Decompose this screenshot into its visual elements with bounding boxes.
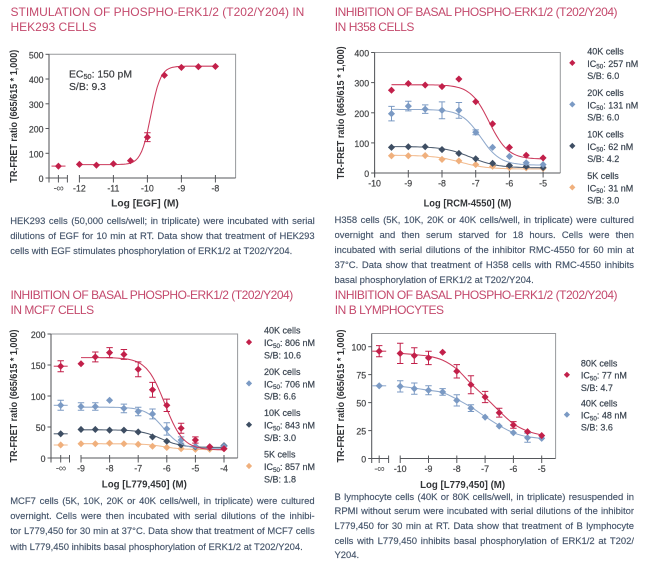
svg-text:S/B: 3.6: S/B: 3.6 (581, 423, 613, 433)
svg-text:25: 25 (356, 427, 366, 437)
svg-text:EC50: 150 pM: EC50: 150 pM (69, 69, 132, 81)
svg-text:-9: -9 (425, 464, 433, 474)
svg-text:TR-FRET ratio (665/615 * 1,000: TR-FRET ratio (665/615 * 1,000) (336, 330, 347, 463)
svg-text:400: 400 (29, 75, 44, 85)
svg-text:S/B: 3.0: S/B: 3.0 (264, 433, 296, 443)
svg-text:200: 200 (354, 109, 369, 119)
svg-text:-9: -9 (77, 463, 85, 473)
svg-text:20K cells: 20K cells (587, 88, 624, 98)
svg-text:TR-FRET ratio (665/615 * 1,000: TR-FRET ratio (665/615 * 1,000) (9, 330, 20, 463)
svg-text:150: 150 (31, 361, 46, 371)
svg-text:IC50: 62 nM: IC50: 62 nM (587, 142, 633, 154)
svg-text:TR-FRET ratio (665/615 * 1,000: TR-FRET ratio (665/615 * 1,000) (336, 46, 347, 179)
svg-text:S/B: 10.6: S/B: 10.6 (264, 350, 301, 360)
svg-text:-10: -10 (141, 183, 154, 193)
svg-text:-7: -7 (134, 463, 142, 473)
svg-text:5K cells: 5K cells (264, 450, 296, 460)
svg-text:-6: -6 (509, 464, 517, 474)
svg-text:50: 50 (36, 423, 46, 433)
svg-text:-∞: -∞ (53, 183, 63, 194)
svg-text:Log [RCM-4550] (M): Log [RCM-4550] (M) (424, 198, 512, 209)
svg-text:40K cells: 40K cells (581, 398, 618, 408)
svg-text:-5: -5 (191, 463, 199, 473)
svg-text:5K cells: 5K cells (587, 171, 619, 181)
svg-text:S/B: 4.2: S/B: 4.2 (587, 154, 619, 164)
svg-text:75: 75 (356, 371, 366, 381)
svg-text:Log [L779,450] (M): Log [L779,450] (M) (102, 479, 187, 490)
svg-text:400: 400 (354, 49, 369, 59)
svg-text:-5: -5 (539, 178, 547, 188)
svg-text:-5: -5 (538, 464, 546, 474)
svg-text:-10: -10 (368, 178, 381, 188)
svg-text:300: 300 (354, 79, 369, 89)
svg-text:-9: -9 (404, 178, 412, 188)
svg-text:0: 0 (361, 455, 366, 465)
svg-text:200: 200 (31, 330, 46, 340)
svg-text:Log [L779,450] (M): Log [L779,450] (M) (420, 480, 505, 491)
svg-text:-9: -9 (177, 183, 185, 193)
svg-text:TR-FRET ratio (665/615 * 1,000: TR-FRET ratio (665/615 * 1,000) (9, 50, 20, 183)
svg-text:IC50: 77 nM: IC50: 77 nM (581, 371, 627, 383)
svg-text:IC50: 48 nM: IC50: 48 nM (581, 411, 627, 423)
svg-text:-6: -6 (505, 178, 513, 188)
svg-text:-12: -12 (73, 183, 86, 193)
svg-text:S/B: 9.3: S/B: 9.3 (69, 82, 106, 93)
svg-text:IC50: 806 nM: IC50: 806 nM (264, 338, 315, 350)
svg-text:IC50: 31 nM: IC50: 31 nM (587, 183, 633, 195)
svg-text:40K cells: 40K cells (587, 46, 624, 56)
svg-text:-7: -7 (472, 178, 480, 188)
svg-text:-8: -8 (438, 178, 446, 188)
svg-text:S/B: 6.0: S/B: 6.0 (587, 113, 619, 123)
svg-text:100: 100 (31, 392, 46, 402)
svg-text:10K cells: 10K cells (264, 408, 301, 418)
svg-text:-11: -11 (107, 183, 119, 193)
svg-text:-8: -8 (106, 463, 114, 473)
svg-text:20K cells: 20K cells (264, 367, 301, 377)
svg-text:S/B: 6.0: S/B: 6.0 (587, 71, 619, 81)
svg-text:Log [EGF] (M): Log [EGF] (M) (111, 199, 179, 210)
svg-text:-∞: -∞ (374, 464, 384, 475)
svg-text:-8: -8 (211, 183, 219, 193)
svg-text:S/B: 1.8: S/B: 1.8 (264, 474, 296, 484)
svg-text:300: 300 (29, 100, 44, 110)
svg-text:IC50: 857 nM: IC50: 857 nM (264, 462, 315, 474)
svg-text:200: 200 (29, 125, 44, 135)
svg-text:S/B: 3.0: S/B: 3.0 (587, 196, 619, 206)
svg-text:-∞: -∞ (56, 463, 66, 474)
svg-text:IC50: 706 nM: IC50: 706 nM (264, 379, 315, 391)
svg-text:-6: -6 (163, 463, 171, 473)
svg-text:80K cells: 80K cells (581, 359, 618, 369)
svg-text:50: 50 (356, 399, 366, 409)
svg-text:500: 500 (29, 50, 44, 60)
svg-text:S/B: 4.7: S/B: 4.7 (581, 383, 613, 393)
svg-text:0: 0 (364, 169, 369, 179)
svg-text:100: 100 (352, 343, 367, 353)
svg-text:-10: -10 (394, 464, 407, 474)
svg-text:0: 0 (39, 174, 44, 184)
svg-text:IC50: 131 nM: IC50: 131 nM (587, 100, 638, 112)
svg-text:100: 100 (354, 139, 369, 149)
svg-text:S/B: 6.6: S/B: 6.6 (264, 392, 296, 402)
svg-text:0: 0 (41, 454, 46, 464)
svg-text:10K cells: 10K cells (587, 129, 624, 139)
svg-text:100: 100 (29, 149, 44, 159)
svg-text:40K cells: 40K cells (264, 326, 301, 336)
svg-text:-4: -4 (220, 463, 228, 473)
svg-text:-7: -7 (481, 464, 489, 474)
svg-text:IC50: 257 nM: IC50: 257 nM (587, 59, 638, 71)
svg-text:-8: -8 (453, 464, 461, 474)
svg-text:IC50: 843 nM: IC50: 843 nM (264, 421, 315, 433)
